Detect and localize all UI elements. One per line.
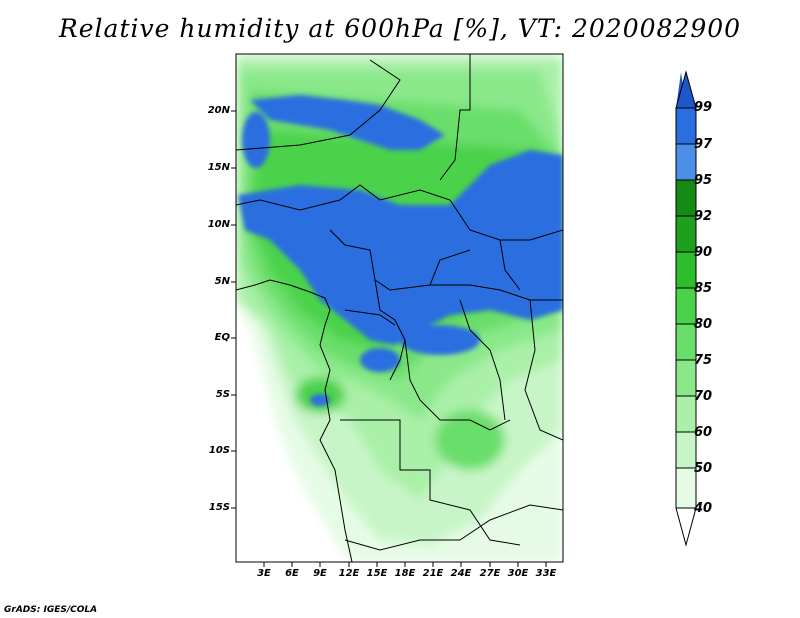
colorbar-label: 80	[694, 317, 713, 332]
colorbar-label: 50	[694, 461, 713, 476]
software-credit: GrADS: IGES/COLA	[4, 605, 98, 615]
colorbar-label: 60	[694, 425, 713, 440]
lon-label: 21E	[422, 568, 444, 579]
colorbar-label: 75	[694, 353, 713, 368]
lon-label: 18E	[394, 568, 416, 579]
lon-label: 33E	[535, 568, 557, 579]
colorbar-label: 99	[694, 100, 713, 115]
lon-label: 15E	[366, 568, 388, 579]
map-title: Relative humidity at 600hPa [%], VT: 202…	[58, 14, 742, 43]
lat-label: 10N	[207, 219, 230, 230]
lon-label: 27E	[479, 568, 501, 579]
lat-label: 20N	[207, 105, 230, 116]
map-frame	[235, 53, 564, 563]
colorbar	[675, 70, 697, 547]
humidity-field	[236, 54, 563, 562]
lon-label: 30E	[507, 568, 529, 579]
colorbar-label: 97	[694, 137, 713, 152]
country-borders	[236, 54, 563, 562]
lon-label: 3E	[257, 568, 271, 579]
colorbar-label: 70	[694, 389, 713, 404]
lon-label: 9E	[313, 568, 327, 579]
lat-label: 15S	[208, 502, 230, 513]
colorbar-label: 85	[694, 281, 713, 296]
lat-label: 5S	[215, 389, 230, 400]
lat-label: 5N	[214, 276, 230, 287]
colorbar-label: 40	[694, 501, 713, 516]
lat-label: 10S	[208, 445, 230, 456]
lat-label: 15N	[207, 162, 230, 173]
lon-label: 24E	[450, 568, 472, 579]
colorbar-label: 90	[694, 245, 713, 260]
lon-label: 6E	[285, 568, 299, 579]
lon-label: 12E	[338, 568, 360, 579]
colorbar-label: 95	[694, 173, 713, 188]
colorbar-label: 92	[694, 209, 713, 224]
axis-ticks	[231, 110, 547, 567]
lat-label: EQ	[214, 332, 230, 343]
